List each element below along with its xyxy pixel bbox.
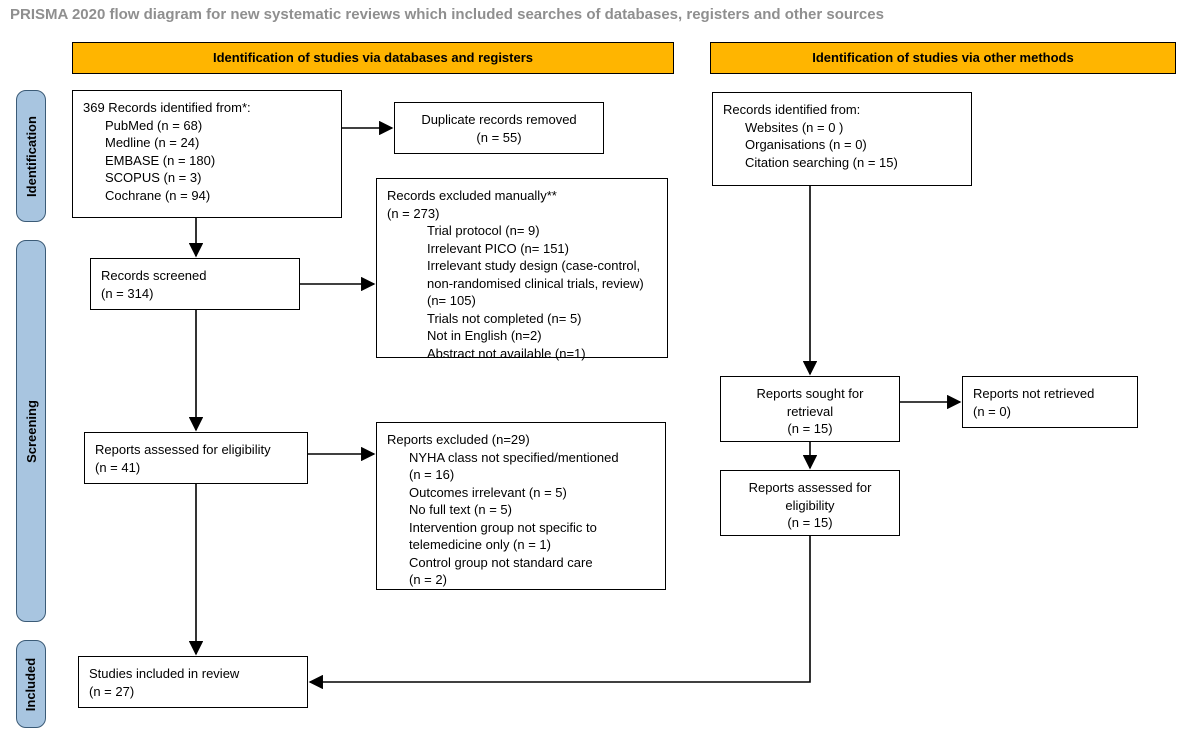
text: Citation searching (n = 15) bbox=[723, 154, 961, 172]
text: Abstract not available (n=1) bbox=[387, 345, 657, 363]
text: Websites (n = 0 ) bbox=[723, 119, 961, 137]
text: 369 Records identified from*: bbox=[83, 99, 331, 117]
text: (n = 2) bbox=[387, 571, 655, 589]
text: Reports excluded (n=29) bbox=[387, 431, 655, 449]
text: (n = 273) bbox=[387, 205, 657, 223]
text: Reports assessed for bbox=[731, 479, 889, 497]
text: (n= 105) bbox=[387, 292, 657, 310]
text: Records excluded manually** bbox=[387, 187, 657, 205]
box-records-screened: Records screened (n = 314) bbox=[90, 258, 300, 310]
text: PubMed (n = 68) bbox=[83, 117, 331, 135]
text: telemedicine only (n = 1) bbox=[387, 536, 655, 554]
text: Reports sought for bbox=[731, 385, 889, 403]
box-records-identified: 369 Records identified from*: PubMed (n … bbox=[72, 90, 342, 218]
banner-databases: Identification of studies via databases … bbox=[72, 42, 674, 74]
text: (n = 41) bbox=[95, 459, 297, 477]
text: NYHA class not specified/mentioned bbox=[387, 449, 655, 467]
text: Organisations (n = 0) bbox=[723, 136, 961, 154]
tab-label: Included bbox=[24, 657, 39, 710]
text: (n = 27) bbox=[89, 683, 297, 701]
text: Records identified from: bbox=[723, 101, 961, 119]
text: Studies included in review bbox=[89, 665, 297, 683]
box-studies-included: Studies included in review (n = 27) bbox=[78, 656, 308, 708]
text: Irrelevant study design (case-control, bbox=[387, 257, 657, 275]
text: Records screened bbox=[101, 267, 289, 285]
text: Control group not standard care bbox=[387, 554, 655, 572]
text: Duplicate records removed bbox=[405, 111, 593, 129]
text: (n = 314) bbox=[101, 285, 289, 303]
text: No full text (n = 5) bbox=[387, 501, 655, 519]
text: (n = 15) bbox=[731, 514, 889, 532]
box-excluded-manual: Records excluded manually** (n = 273) Tr… bbox=[376, 178, 668, 358]
tab-screening: Screening bbox=[16, 240, 46, 622]
text: Not in English (n=2) bbox=[387, 327, 657, 345]
text: Outcomes irrelevant (n = 5) bbox=[387, 484, 655, 502]
text: Reports assessed for eligibility bbox=[95, 441, 297, 459]
text: eligibility bbox=[731, 497, 889, 515]
tab-label: Screening bbox=[24, 400, 39, 463]
banner-other-methods: Identification of studies via other meth… bbox=[710, 42, 1176, 74]
text: Trials not completed (n= 5) bbox=[387, 310, 657, 328]
text: Irrelevant PICO (n= 151) bbox=[387, 240, 657, 258]
box-eligibility-right: Reports assessed for eligibility (n = 15… bbox=[720, 470, 900, 536]
text: Cochrane (n = 94) bbox=[83, 187, 331, 205]
tab-included: Included bbox=[16, 640, 46, 728]
page-title: PRISMA 2020 flow diagram for new systema… bbox=[10, 6, 884, 23]
text: Intervention group not specific to bbox=[387, 519, 655, 537]
text: Reports not retrieved bbox=[973, 385, 1127, 403]
text: Trial protocol (n= 9) bbox=[387, 222, 657, 240]
box-reports-excluded: Reports excluded (n=29) NYHA class not s… bbox=[376, 422, 666, 590]
text: (n = 15) bbox=[731, 420, 889, 438]
text: Medline (n = 24) bbox=[83, 134, 331, 152]
text: EMBASE (n = 180) bbox=[83, 152, 331, 170]
box-duplicates-removed: Duplicate records removed (n = 55) bbox=[394, 102, 604, 154]
box-other-identified: Records identified from: Websites (n = 0… bbox=[712, 92, 972, 186]
tab-label: Identification bbox=[24, 116, 39, 197]
box-eligibility-left: Reports assessed for eligibility (n = 41… bbox=[84, 432, 308, 484]
box-not-retrieved: Reports not retrieved (n = 0) bbox=[962, 376, 1138, 428]
tab-identification: Identification bbox=[16, 90, 46, 222]
text: (n = 55) bbox=[405, 129, 593, 147]
text: SCOPUS (n = 3) bbox=[83, 169, 331, 187]
text: retrieval bbox=[731, 403, 889, 421]
box-sought-retrieval: Reports sought for retrieval (n = 15) bbox=[720, 376, 900, 442]
text: non-randomised clinical trials, review) bbox=[387, 275, 657, 293]
text: (n = 0) bbox=[973, 403, 1127, 421]
text: (n = 16) bbox=[387, 466, 655, 484]
